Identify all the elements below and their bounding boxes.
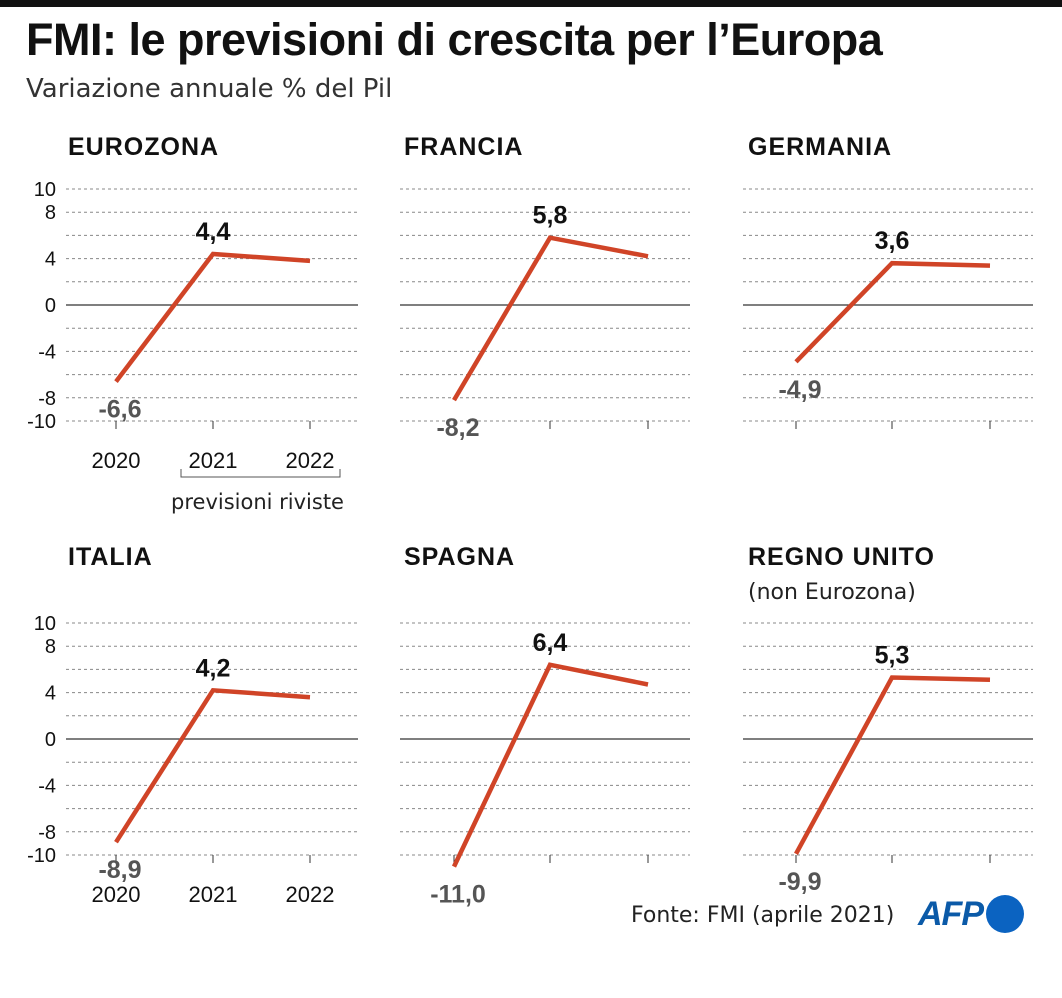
spagna-label-2021: 6,4 [533, 629, 568, 657]
italia-y-tick-label: -4 [38, 775, 56, 797]
eurozona-label-2021: 4,4 [196, 218, 231, 246]
eurozona-y-tick-label: -10 [27, 411, 56, 433]
italia-y-tick-label: 0 [45, 729, 56, 751]
regno-unito-label-2021: 5,3 [875, 642, 910, 670]
eurozona-series-line [114, 251, 311, 383]
eurozona-title: EUROZONA [68, 133, 219, 161]
italia-label-2020: -8,9 [98, 856, 141, 884]
regno-unito-subtitle: (non Eurozona) [748, 580, 916, 605]
italia-x-tick-label: 2020 [92, 882, 141, 907]
spagna-label-2020: -11,0 [430, 881, 486, 909]
eurozona-x-tick-label: 2022 [286, 448, 335, 473]
italia-y-tick-label: 8 [45, 636, 56, 658]
eurozona-y-tick-label: -8 [38, 388, 56, 410]
afp-logo: AFP [918, 893, 1024, 935]
italia-y-tick-label: -8 [38, 822, 56, 844]
eurozona-x-tick-label: 2020 [92, 448, 141, 473]
top-bar [0, 0, 1062, 7]
italia-y-tick-label: 4 [45, 683, 56, 705]
italia-title: ITALIA [68, 543, 153, 571]
francia-label-2020: -8,2 [436, 414, 479, 442]
page-title: FMI: le previsioni di crescita per l’Eur… [26, 14, 883, 65]
eurozona-y-tick-label: 0 [45, 295, 56, 317]
eurozona-y-tick-label: 4 [45, 249, 56, 271]
spagna-title: SPAGNA [404, 543, 515, 571]
francia-title: FRANCIA [404, 133, 524, 161]
italia-y-tick-label: -10 [27, 845, 56, 867]
eurozona-x-tick-label: 2021 [189, 448, 238, 473]
page-subtitle: Variazione annuale % del Pil [26, 74, 393, 104]
forecast-bracket [180, 469, 341, 478]
afp-logo-dot-icon [986, 895, 1024, 933]
germania-title: GERMANIA [748, 133, 892, 161]
eurozona-y-tick-label: 8 [45, 202, 56, 224]
regno-unito-series-line [794, 675, 991, 855]
germania-label-2020: -4,9 [778, 376, 821, 404]
italia-x-tick-label: 2022 [286, 882, 335, 907]
italia-series-line [114, 687, 311, 844]
italia-x-tick-label: 2021 [189, 882, 238, 907]
francia-label-2021: 5,8 [533, 202, 568, 230]
eurozona-y-tick-label: 10 [34, 179, 56, 201]
italia-label-2021: 4,2 [196, 654, 231, 682]
germania-series-line [794, 260, 991, 364]
germania-label-2021: 3,6 [875, 227, 910, 255]
forecast-note: previsioni riviste [171, 490, 344, 514]
source-text: Fonte: FMI (aprile 2021) [631, 903, 895, 928]
italia-y-tick-label: 10 [34, 613, 56, 635]
afp-logo-text: AFP [918, 894, 984, 933]
eurozona-label-2020: -6,6 [98, 396, 141, 424]
francia-series-line [452, 235, 649, 402]
eurozona-y-tick-label: -4 [38, 341, 56, 363]
regno-unito-title: REGNO UNITO [748, 543, 935, 571]
regno-unito-label-2020: -9,9 [778, 868, 821, 896]
spagna-series-line [451, 662, 649, 868]
